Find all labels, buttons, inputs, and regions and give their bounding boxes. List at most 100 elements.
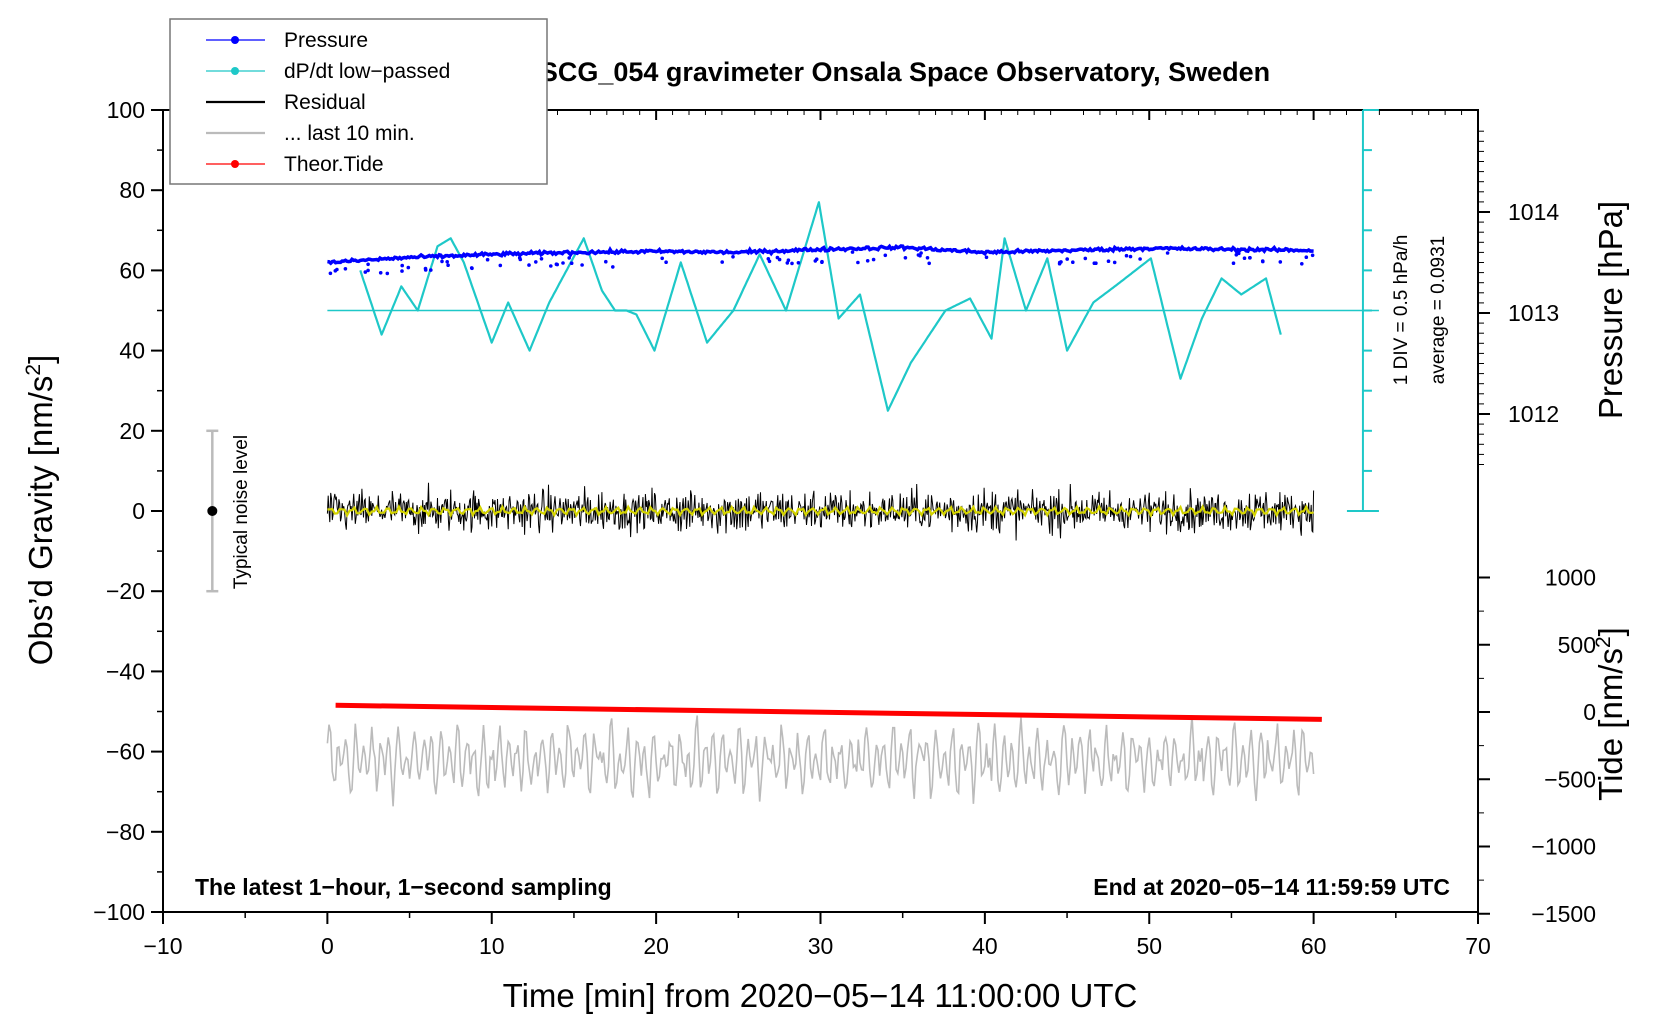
pressure-point: [883, 253, 888, 258]
pressure-point: [527, 263, 531, 267]
tide-axis-label: Tide [nm/s2]: [1592, 627, 1629, 801]
pressure-point: [925, 255, 930, 260]
pressure-point: [785, 261, 790, 265]
pressure-point: [611, 265, 615, 269]
y-tick-label: −60: [106, 739, 145, 765]
pressure-tick-label: 1014: [1508, 199, 1559, 225]
pressure-point: [796, 261, 801, 265]
pressure-point: [814, 257, 819, 262]
x-tick-label: 70: [1465, 933, 1491, 959]
pressure-tick-label: 1012: [1508, 401, 1559, 427]
legend-label: dP/dt low−passed: [284, 60, 450, 83]
legend-marker: [231, 36, 239, 44]
annotation-sampling: The latest 1−hour, 1−second sampling: [195, 874, 612, 900]
x-tick-label: 60: [1301, 933, 1327, 959]
x-tick-label: 30: [808, 933, 834, 959]
pressure-point: [1112, 260, 1117, 265]
pressure-axis-label: Pressure [hPa]: [1592, 201, 1629, 419]
series-last10min-line: [326, 715, 1315, 807]
pressure-point: [720, 260, 724, 264]
pressure-point: [604, 259, 608, 264]
x-tick-label: 40: [972, 933, 998, 959]
pressure-point: [865, 259, 870, 263]
legend-marker: [231, 67, 239, 75]
pressure-point: [820, 260, 824, 265]
pressure-point: [569, 261, 574, 266]
y-tick-label: −100: [93, 899, 145, 925]
pressure-point: [1059, 260, 1063, 264]
y-axis-label-end: ]: [22, 355, 59, 364]
legend-marker: [231, 160, 239, 168]
tide-tick-label: −500: [1544, 766, 1596, 792]
pressure-point: [400, 263, 405, 268]
pressure-point: [1065, 257, 1069, 261]
y-axis-label: Obs’d Gravity [nm/s2]: [22, 355, 59, 666]
pressure-point: [1310, 253, 1315, 258]
tide-tick-label: −1000: [1531, 834, 1596, 860]
pressure-point: [554, 262, 559, 267]
pressure-point: [664, 260, 668, 265]
pressure-point: [328, 271, 333, 276]
pressure-point: [850, 250, 855, 254]
pressure-point: [1304, 255, 1309, 259]
pressure-point: [919, 251, 923, 255]
x-tick-label: −10: [143, 933, 182, 959]
annotation-end-time: End at 2020−05−14 11:59:59 UTC: [1093, 874, 1450, 900]
pressure-point: [549, 264, 553, 268]
tide-axis-label-sup: 2: [1592, 636, 1615, 648]
pressure-point: [518, 257, 523, 262]
tide-tick-label: 500: [1558, 632, 1596, 658]
pressure-point: [927, 261, 931, 266]
pressure-point: [1237, 251, 1241, 256]
y-tick-label: −80: [106, 819, 145, 845]
tide-tick-label: −1500: [1531, 901, 1596, 927]
legend-label: Residual: [284, 91, 366, 114]
series-theor-tide-line: [335, 702, 1322, 722]
y-tick-label: −20: [106, 578, 145, 604]
pressure-point: [1248, 255, 1252, 260]
pressure-point: [856, 260, 860, 265]
dpdt-average-label: average = 0.0931: [1428, 236, 1449, 384]
pressure-point: [1300, 262, 1304, 266]
pressure-point: [918, 253, 922, 258]
legend: Pressure dP/dt low−passed Residual ... last…: [169, 18, 548, 185]
pressure-point: [871, 257, 876, 262]
pressure-point: [1106, 259, 1111, 264]
pressure-point: [366, 262, 370, 267]
x-tick-label: 20: [643, 933, 669, 959]
x-tick-label: 0: [321, 933, 334, 959]
pressure-point: [539, 257, 544, 261]
pressure-point: [333, 269, 338, 273]
noise-bar-dot: [207, 506, 218, 516]
pressure-point: [1094, 261, 1098, 266]
pressure-point: [343, 267, 348, 271]
y-axis-label-sup: 2: [22, 364, 45, 376]
y-axis-label-text: Obs’d Gravity [nm/s: [22, 376, 59, 666]
dpdt-div-label: 1 DIV = 0.5 hPa/h: [1391, 235, 1412, 386]
pressure-point: [1071, 260, 1075, 265]
pressure-point: [429, 268, 433, 272]
pressure-point: [567, 256, 571, 260]
pressure-point: [1278, 260, 1283, 264]
pressure-point: [445, 260, 450, 264]
y-tick-label: 60: [119, 257, 145, 283]
pressure-point: [731, 254, 735, 259]
pressure-point: [363, 270, 368, 274]
pressure-point: [1261, 259, 1265, 264]
pressure-point: [1124, 253, 1129, 258]
pressure-point: [767, 259, 772, 264]
pressure-point: [660, 256, 664, 261]
pressure-point: [1128, 254, 1133, 259]
y-tick-label: 100: [107, 97, 145, 123]
y-tick-label: 40: [119, 338, 145, 364]
pressure-point: [534, 260, 538, 264]
pressure-point: [498, 263, 503, 268]
pressure-point: [378, 271, 383, 275]
pressure-point: [561, 261, 565, 265]
tide-tick-label: 0: [1583, 699, 1596, 725]
axes-layer: −10 0 10 20 30 40 50 60 70100806040200−20−40−60−…: [93, 97, 1596, 959]
series-residual-line: [326, 482, 1315, 541]
pressure-point: [786, 258, 791, 263]
x-axis-label: Time [min] from 2020−05−14 11:00:00 UTC: [503, 977, 1138, 1014]
